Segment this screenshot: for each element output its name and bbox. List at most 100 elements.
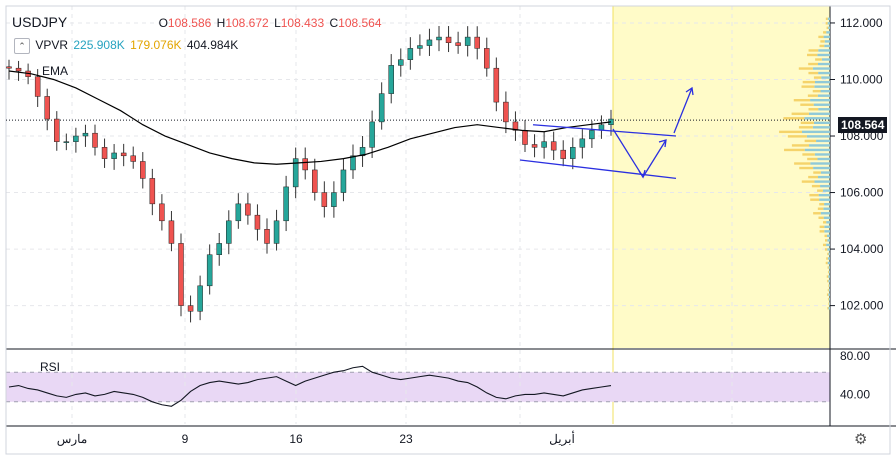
candle-body [130,155,136,162]
vpvr-bar-down [799,166,814,170]
vpvr-bar-down [826,275,829,278]
vpvr-bar-up [812,126,830,129]
ema-line [8,70,612,165]
vpvr-bar-up [828,275,830,278]
vpvr-bar-up [812,67,830,70]
gear-icon[interactable]: ⚙ [854,431,868,448]
candle-body [484,48,490,69]
candle-body [187,305,194,312]
vpvr-bar-down [818,216,824,219]
forecast-path-up [673,87,693,134]
arrow-head-mid [658,139,667,148]
vpvr-bar-down [815,58,822,61]
rsi-line [8,365,612,407]
vpvr-bar-down [784,148,805,152]
rsi-tick-label: 80.00 [840,349,870,363]
ema-legend[interactable]: EMA [42,64,69,78]
vpvr-bar-down [808,108,819,111]
vpvr-bar-up [826,31,830,34]
vpvr-bar-down [779,130,803,134]
vpvr-bar-up [826,221,830,224]
future-zone [613,6,830,348]
open-label: O [158,16,168,30]
symbol-label[interactable]: USDJPY [12,14,68,30]
candle-body [388,65,394,94]
vpvr-bar-down [820,40,825,43]
vpvr-bar-down [817,189,823,192]
candle-body [541,141,547,148]
vpvr-bar-up [814,80,830,84]
vpvr-bar-up [824,44,830,48]
open-value: 108.586 [167,16,212,30]
y-tick-label: 106.000 [840,186,884,200]
vpvr-bar-down [824,234,827,238]
candle-body [503,101,509,123]
channel-lower-line [519,159,677,180]
vpvr-bar-up [824,225,830,229]
candle-body [226,220,232,244]
vpvr-bar-up [824,40,830,43]
vpvr-bar-up [813,121,830,125]
vpvr-bar-up [826,234,830,238]
vpvr-bar-down [794,162,811,165]
close-label: C [329,16,339,30]
candle-body [378,93,385,123]
chevron-up-icon[interactable]: ⌃ [14,38,30,54]
vpvr-bar-up [820,184,830,188]
candle-body [73,135,79,142]
vpvr-bar-up [814,180,830,183]
y-tick-label: 112.000 [840,16,883,30]
candle-body [235,203,242,222]
candle-body [312,169,318,193]
arrow-head-up [685,86,694,96]
candle-body [331,192,337,207]
vpvr-bar-down [813,76,822,79]
vpvr-bar-down [819,230,825,233]
vpvr-bar-down [798,126,813,129]
rsi-tick-label: 40.00 [840,387,870,401]
vpvr-bar-down [827,279,829,283]
vpvr-label[interactable]: VPVR [35,38,69,53]
vpvr-bar-down [807,94,818,97]
vpvr-bar-up [813,166,830,170]
vpvr-bar-up [808,112,830,115]
vpvr-bar-up [821,76,830,79]
candle-body [120,152,127,157]
candle-body [407,48,414,60]
vpvr-bar-up [828,288,830,292]
vpvr-down-volume: 179.076K [130,38,182,53]
vpvr-bar-up [814,85,830,88]
vpvr-bar-up [824,203,830,206]
vpvr-bar-up [810,162,830,165]
vpvr-bar-down [800,103,814,106]
candle-body [15,67,22,72]
candle-body [369,121,375,148]
vpvr-bar-down [817,207,824,210]
candle-body [560,149,566,159]
candle-body [340,169,347,193]
vpvr-bar-down [819,225,825,229]
vpvr-bar-down [828,302,830,305]
candle-body [54,118,60,142]
candle-body [589,130,595,140]
candle-body [426,39,433,46]
vpvr-bar-down [819,203,825,206]
candle-body [292,158,299,188]
vpvr-bar-up [823,207,830,210]
vpvr-bar-down [827,252,829,256]
vpvr-bar-up [828,266,830,269]
vpvr-bar-down [791,112,809,115]
vpvr-bar-up [827,261,830,265]
candle-body [570,147,576,159]
candle-body [436,36,442,41]
vpvr-bar-up [818,175,830,179]
vpvr-bar-down [791,144,810,147]
vpvr-bar-down [793,99,811,102]
candle-body [550,141,557,151]
candle-body [44,96,50,120]
frame [5,5,891,455]
candle-body [579,138,586,148]
vpvr-bar-down [801,85,815,88]
rsi-legend[interactable]: RSI [40,360,61,374]
